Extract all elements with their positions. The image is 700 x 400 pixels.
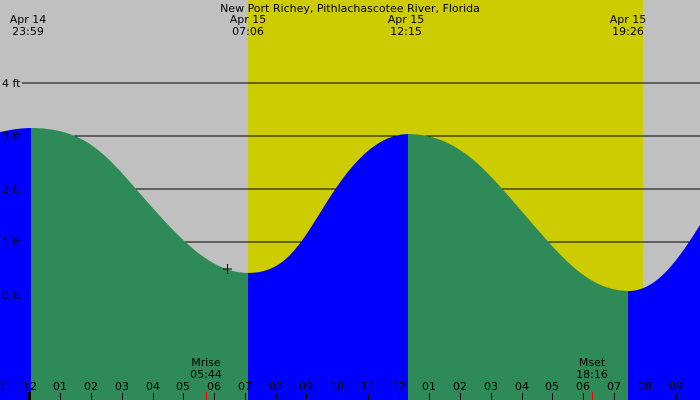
top-label-time: 12:15: [390, 25, 422, 38]
hour-label: 04: [515, 380, 529, 393]
rising-fill-2: [248, 134, 408, 400]
hour-label: 09: [299, 380, 313, 393]
moonset-label: Mset: [579, 356, 606, 369]
hour-label: 1: [0, 380, 7, 393]
tide-area: [0, 128, 700, 400]
top-label-date: Apr 14: [10, 13, 47, 26]
top-label-time: 19:26: [612, 25, 644, 38]
x-axis-ticks: [28, 392, 677, 400]
top-label-date: Apr 15: [388, 13, 425, 26]
top-label-date: Apr 15: [230, 13, 267, 26]
top-label-time: 07:06: [232, 25, 264, 38]
hour-label: 05: [545, 380, 559, 393]
moonrise-label: Mrise: [191, 356, 221, 369]
hour-label: 12: [23, 380, 37, 393]
rising-fill-1: [0, 128, 31, 400]
y-axis-labels: 4 ft 3 ft 2 ft 1 ft 0 ft: [2, 77, 21, 302]
y-label-1ft: 1 ft: [2, 236, 21, 249]
top-label-date: Apr 15: [610, 13, 647, 26]
y-label-2ft: 2 ft: [2, 183, 21, 196]
crosshair-cursor-icon: [223, 264, 232, 274]
tide-time-labels: Apr 14 23:59 Apr 15 07:06 Apr 15 12:15 A…: [10, 13, 647, 38]
hour-label: 05: [176, 380, 190, 393]
hour-label: 12: [392, 380, 406, 393]
hour-label: 07: [607, 380, 621, 393]
moon-labels: Mrise 05:44 Mset 18:16: [190, 356, 608, 381]
hour-label: 10: [330, 380, 344, 393]
hour-label: 06: [576, 380, 590, 393]
x-axis-hour-labels: 1 12 01 02 03 04 05 06 07 08 09 10 11 12…: [0, 380, 683, 393]
falling-fill-2: [408, 134, 628, 400]
hour-label: 04: [146, 380, 160, 393]
hour-label: 06: [207, 380, 221, 393]
falling-fill-1: [31, 128, 248, 400]
hour-label: 03: [115, 380, 129, 393]
top-label-time: 23:59: [12, 25, 44, 38]
hour-label: 01: [53, 380, 67, 393]
hour-label: 03: [484, 380, 498, 393]
hour-label: 01: [422, 380, 436, 393]
hour-label: 07: [238, 380, 252, 393]
hour-label: 02: [84, 380, 98, 393]
y-label-3ft: 3 ft: [2, 130, 21, 143]
y-label-4ft: 4 ft: [2, 77, 21, 90]
chart-title: New Port Richey, Pithlachascotee River, …: [220, 2, 480, 15]
hour-label: 09: [669, 380, 683, 393]
y-label-0ft: 0 ft: [2, 289, 21, 302]
moonset-time: 18:16: [576, 368, 608, 381]
hour-label: 08: [638, 380, 652, 393]
rising-fill-3: [628, 225, 700, 400]
moonrise-time: 05:44: [190, 368, 222, 381]
hour-label: 11: [361, 380, 375, 393]
hour-label: 02: [453, 380, 467, 393]
hour-label: 08: [269, 380, 283, 393]
